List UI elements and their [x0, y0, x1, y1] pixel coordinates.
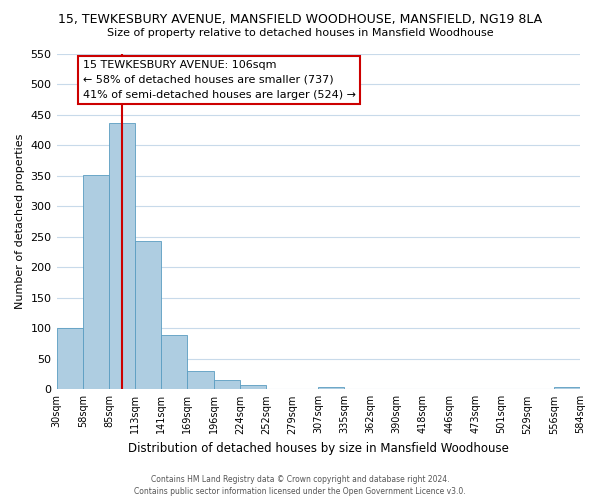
Text: Size of property relative to detached houses in Mansfield Woodhouse: Size of property relative to detached ho…: [107, 28, 493, 38]
Bar: [318, 388, 344, 390]
Bar: [56, 328, 83, 390]
Text: 15 TEWKESBURY AVENUE: 106sqm
← 58% of detached houses are smaller (737)
41% of s: 15 TEWKESBURY AVENUE: 106sqm ← 58% of de…: [83, 60, 356, 100]
Text: Contains HM Land Registry data © Crown copyright and database right 2024.
Contai: Contains HM Land Registry data © Crown c…: [134, 474, 466, 496]
Y-axis label: Number of detached properties: Number of detached properties: [15, 134, 25, 310]
Bar: [109, 123, 135, 390]
X-axis label: Distribution of detached houses by size in Mansfield Woodhouse: Distribution of detached houses by size …: [128, 442, 509, 455]
Bar: [83, 174, 109, 390]
Bar: [187, 371, 214, 390]
Bar: [214, 380, 240, 390]
Bar: [554, 387, 580, 390]
Bar: [161, 335, 187, 390]
Text: 15, TEWKESBURY AVENUE, MANSFIELD WOODHOUSE, MANSFIELD, NG19 8LA: 15, TEWKESBURY AVENUE, MANSFIELD WOODHOU…: [58, 12, 542, 26]
Bar: [240, 385, 266, 390]
Bar: [135, 241, 161, 390]
